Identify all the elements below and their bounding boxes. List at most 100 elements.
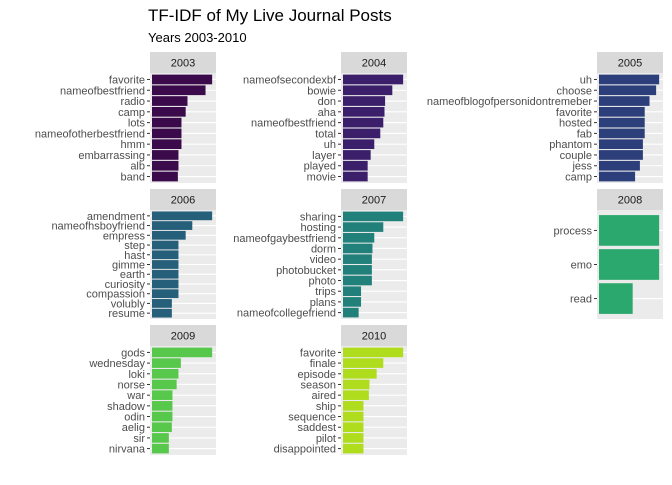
bar-emo	[599, 249, 660, 280]
y-tick-label: aha	[318, 107, 337, 119]
bar-odin	[152, 411, 173, 422]
y-tick-label: loki	[128, 369, 145, 381]
y-tick-label: nameofotherbestfriend	[35, 128, 145, 140]
strip-background	[150, 52, 216, 73]
bar-nameofblogofpersonidontremeber	[599, 96, 650, 106]
y-tick-label: sequence	[288, 412, 336, 424]
y-tick-label: nameofbestfriend	[60, 85, 145, 97]
bar-jess	[599, 160, 640, 171]
strip-background	[341, 189, 407, 210]
y-tick-label: nameofhsboyfriend	[51, 221, 145, 233]
y-tick-label: camp	[565, 172, 592, 184]
y-tick-label: phantom	[549, 139, 592, 151]
y-tick-label: wednesday	[88, 358, 145, 370]
y-tick-label: trips	[315, 286, 336, 298]
y-tick-label: shadow	[107, 401, 145, 413]
y-tick-label: total	[315, 128, 336, 140]
facet-2006: 2006 amendmentnameofhsboyfriendempressste…	[51, 189, 216, 320]
y-tick-label: sir	[133, 433, 145, 445]
strip-background	[150, 189, 216, 210]
strip-label: 2008	[618, 195, 642, 207]
y-tick-label: fab	[577, 128, 592, 140]
facet-2010: 2010 favoritefinaleepisodeseasonairedship…	[274, 325, 407, 456]
y-tick-label: odin	[124, 412, 145, 424]
y-tick-label: disappointed	[274, 444, 336, 456]
bar-shadow	[152, 401, 173, 411]
bar-video	[343, 254, 372, 264]
bar-embarrassing	[152, 150, 179, 160]
bar-season	[343, 379, 370, 390]
facet-2003: 2003 favoritenameofbestfriendradiocamplot…	[35, 52, 216, 184]
y-tick-label: nameofcollegefriend	[237, 308, 336, 320]
y-tick-label: video	[310, 254, 336, 266]
y-tick-label: hosting	[301, 222, 336, 234]
bar-favorite	[599, 106, 645, 117]
bar-aha	[343, 106, 385, 117]
y-tick-label: embarrassing	[78, 150, 145, 162]
y-tick-label: played	[304, 161, 336, 173]
bar-nameofbestfriend	[152, 85, 206, 96]
bar-saddest	[343, 422, 364, 433]
strip-background	[597, 189, 663, 210]
bar-photo	[343, 275, 372, 286]
y-tick-label: read	[570, 294, 592, 306]
y-tick-label: nameofbestfriend	[251, 118, 336, 130]
bar-sequence	[343, 411, 364, 422]
facet-2009: 2009 godswednesdaylokinorsewarshadowodina…	[88, 325, 216, 456]
bar-loki	[152, 368, 179, 379]
facet-panels: 2003favoritenameofbestfriendradiocamplot…	[35, 52, 663, 456]
strip-label: 2007	[362, 195, 386, 207]
y-tick-label: layer	[312, 150, 336, 162]
bar-camp	[599, 171, 636, 182]
y-tick-label: aired	[312, 390, 336, 402]
strip-label: 2005	[618, 58, 642, 70]
y-tick-label: process	[553, 225, 592, 237]
bar-pilot	[343, 433, 364, 443]
bar-norse	[152, 379, 177, 390]
bar-uh	[343, 139, 375, 150]
y-tick-label: aelig	[122, 422, 145, 434]
y-tick-label: couple	[560, 150, 592, 162]
facet-2007: 2007 sharinghostingnameofgaybestfrienddor…	[233, 189, 407, 320]
chart-title: TF-IDF of My Live Journal Posts	[148, 6, 392, 25]
bar-bowie	[343, 85, 393, 96]
y-tick-label: hosted	[559, 118, 592, 130]
y-tick-label: hast	[124, 250, 145, 262]
bar-disappointed	[343, 443, 364, 454]
y-tick-label: nameofsecondexbf	[243, 74, 337, 86]
y-tick-label: favorite	[300, 347, 336, 359]
y-tick-label: radio	[121, 96, 145, 108]
y-tick-label: gimme	[112, 260, 145, 272]
bar-nirvana	[152, 443, 169, 454]
y-tick-label: amendment	[87, 211, 145, 223]
bar-nameofcollegefriend	[343, 307, 359, 318]
y-tick-label: nameofgaybestfriend	[233, 233, 336, 245]
y-tick-label: camp	[118, 107, 145, 119]
bar-lots	[152, 117, 182, 128]
y-tick-label: season	[301, 379, 336, 391]
chart-subtitle: Years 2003-2010	[148, 30, 247, 45]
facet-2004: 2004 nameofsecondexbfbowiedonahanameofbes…	[243, 52, 407, 184]
y-tick-label: photobucket	[276, 265, 336, 277]
bar-aired	[343, 390, 369, 400]
y-tick-label: nameofblogofpersonidontremeber	[427, 96, 592, 108]
bar-choose	[599, 85, 657, 96]
y-tick-label: plans	[310, 297, 337, 309]
bar-plans	[343, 297, 362, 307]
y-tick-label: hmm	[121, 139, 145, 151]
y-tick-label: saddest	[297, 422, 336, 434]
strip-background	[341, 52, 407, 73]
y-tick-label: band	[121, 172, 145, 184]
bar-hast	[152, 250, 179, 260]
y-tick-label: ship	[316, 401, 336, 413]
bar-hosted	[599, 117, 645, 128]
y-tick-label: alb	[130, 161, 145, 173]
y-tick-label: empress	[103, 230, 146, 242]
bar-amendment	[152, 211, 213, 221]
y-tick-label: favorite	[109, 74, 145, 86]
y-tick-label: curiosity	[105, 279, 146, 291]
facet-2005: 2005 uhchoosenameofblogofpersonidontremeb…	[427, 52, 663, 184]
y-tick-label: norse	[117, 379, 145, 391]
bar-dorm	[343, 243, 373, 254]
bar-favorite	[152, 74, 213, 85]
